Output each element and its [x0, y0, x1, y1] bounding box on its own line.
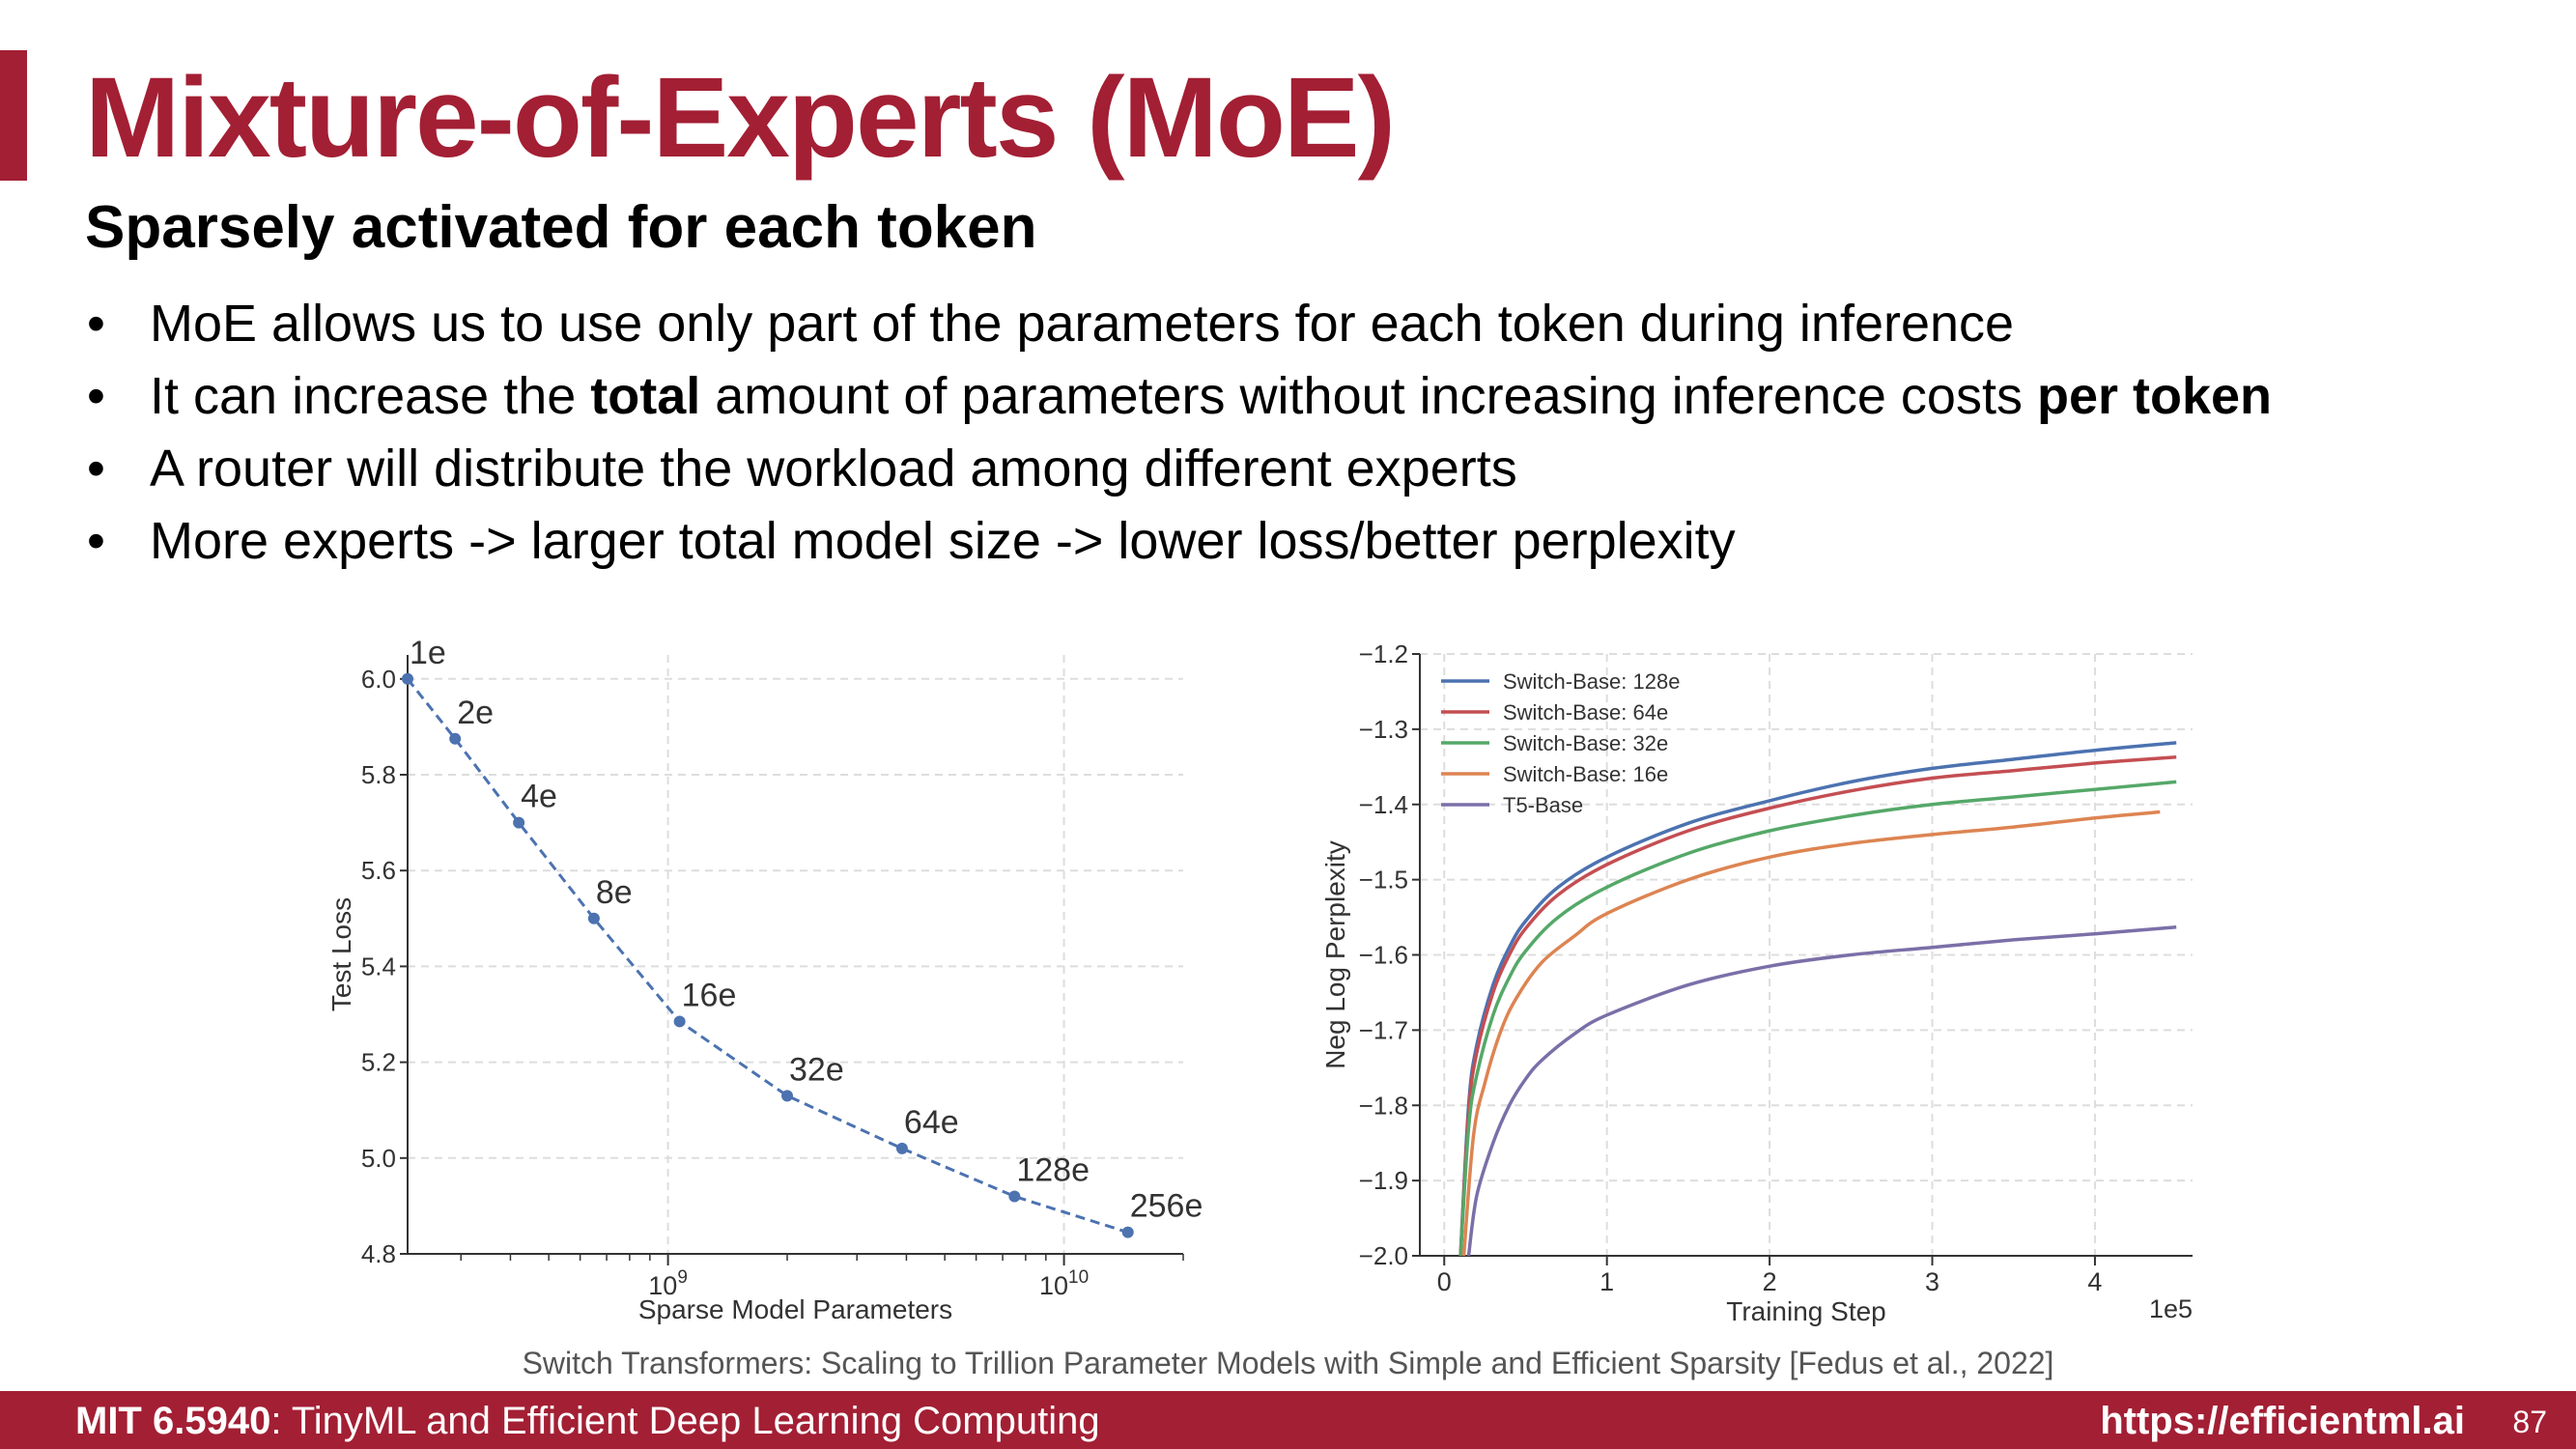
- bullet-item: A router will distribute the workload am…: [85, 433, 2272, 505]
- legend-label: Switch-Base: 64e: [1503, 700, 1668, 724]
- series-line: [1466, 924, 2177, 1256]
- tick-base: 10: [1039, 1271, 1068, 1300]
- course-code: MIT 6.5940: [75, 1400, 271, 1442]
- tick-base: 10: [648, 1271, 677, 1300]
- data-label: 256e: [1130, 1188, 1203, 1225]
- data-label: 64e: [904, 1104, 959, 1141]
- series-group: [1458, 741, 2177, 1256]
- neg-log-perplexity-chart: −1.2 −1.3 −1.4 −1.5 −1.6 −1.7 −1.8 −1.9 −2.0 0 1 2 3…: [1320, 639, 2193, 1326]
- bullet-emphasis: total: [590, 367, 701, 425]
- y-tick-label: 5.4: [361, 952, 396, 980]
- y-axis-label: Test Loss: [326, 897, 356, 1011]
- tick-exponent: 10: [1068, 1267, 1089, 1288]
- y-tick-label: 4.8: [361, 1239, 396, 1268]
- y-tick-label: 5.2: [361, 1048, 396, 1077]
- data-point: [1008, 1190, 1021, 1203]
- bullet-text: It can increase the: [150, 367, 591, 425]
- data-label: 4e: [521, 779, 557, 815]
- data-point: [781, 1090, 794, 1102]
- y-tick-label: 5.6: [361, 856, 396, 885]
- y-tick-label: −2.0: [1359, 1241, 1408, 1270]
- course-name: : TinyML and Efficient Deep Learning Com…: [270, 1400, 1100, 1442]
- x-tick-label: 109: [648, 1267, 688, 1300]
- data-label: 8e: [596, 874, 633, 911]
- bullet-item: MoE allows us to use only part of the pa…: [85, 288, 2272, 360]
- bullet-emphasis: per token: [2036, 367, 2273, 425]
- x-tick-label: 1010: [1039, 1267, 1089, 1300]
- slide-subtitle: Sparsely activated for each token: [85, 194, 1037, 261]
- data-point: [673, 1015, 686, 1028]
- data-point: [402, 672, 413, 685]
- y-tick-label: −1.7: [1359, 1015, 1408, 1044]
- data-point: [587, 912, 600, 924]
- y-tick-label: 6.0: [361, 665, 396, 694]
- bullet-text: MoE allows us to use only part of the pa…: [150, 295, 2015, 353]
- legend-label: Switch-Base: 128e: [1503, 669, 1680, 694]
- data-label: 16e: [682, 977, 737, 1013]
- course-label: MIT 6.5940: TinyML and Efficient Deep Le…: [75, 1399, 1100, 1443]
- page-number: 87: [2512, 1405, 2547, 1439]
- x-tick-label: 4: [2087, 1267, 2102, 1296]
- data-label: 2e: [457, 695, 494, 731]
- title-accent-bar: [0, 50, 27, 181]
- legend-label: Switch-Base: 32e: [1503, 731, 1668, 755]
- bullet-text: A router will distribute the workload am…: [150, 440, 1517, 497]
- y-tick-label: −1.6: [1359, 941, 1408, 970]
- y-tick-label: −1.8: [1359, 1091, 1408, 1120]
- data-point: [895, 1142, 908, 1154]
- x-tick-label: 0: [1437, 1267, 1452, 1296]
- data-label: 32e: [789, 1051, 844, 1088]
- x-tick-label: 2: [1763, 1267, 1777, 1296]
- bullet-item: More experts -> larger total model size …: [85, 505, 2272, 578]
- y-tick-label: −1.5: [1359, 866, 1408, 895]
- bullet-text: More experts -> larger total model size …: [150, 512, 1736, 570]
- y-tick-label: −1.9: [1359, 1166, 1408, 1195]
- series-line: [1458, 754, 2177, 1256]
- series-line: [1461, 810, 2161, 1256]
- y-tick-label: −1.4: [1359, 790, 1408, 819]
- y-tick-label: 5.8: [361, 760, 396, 789]
- legend-label: Switch-Base: 16e: [1503, 762, 1668, 786]
- data-point: [513, 816, 525, 829]
- figure-caption: Switch Transformers: Scaling to Trillion…: [522, 1346, 2054, 1380]
- x-axis-multiplier: 1e5: [2149, 1294, 2193, 1323]
- data-label: 1e: [410, 635, 446, 671]
- x-axis-label: Sparse Model Parameters: [638, 1294, 952, 1324]
- x-axis-label: Training Step: [1726, 1296, 1886, 1326]
- bullet-list: MoE allows us to use only part of the pa…: [85, 288, 2272, 578]
- y-tick-label: 5.0: [361, 1144, 396, 1173]
- series-line: [1458, 780, 2177, 1256]
- x-tick-label: 1: [1599, 1267, 1614, 1296]
- course-url-link[interactable]: https://efficientml.ai: [2100, 1400, 2465, 1442]
- y-tick-label: −1.3: [1359, 715, 1408, 744]
- tick-exponent: 9: [677, 1267, 688, 1288]
- legend-label: T5-Base: [1503, 793, 1583, 817]
- x-tick-label: 3: [1925, 1267, 1939, 1296]
- y-axis-label: Neg Log Perplexity: [1320, 840, 1350, 1069]
- bullet-text: amount of parameters without increasing …: [700, 367, 2037, 425]
- data-label: 128e: [1016, 1151, 1090, 1188]
- data-point: [449, 732, 462, 745]
- y-tick-label: −1.2: [1359, 639, 1408, 668]
- data-point: [1121, 1226, 1134, 1238]
- footer-bar: MIT 6.5940: TinyML and Efficient Deep Le…: [0, 1391, 2576, 1449]
- bullet-item: It can increase the total amount of para…: [85, 360, 2272, 433]
- slide-title: Mixture-of-Experts (MoE): [85, 54, 1396, 182]
